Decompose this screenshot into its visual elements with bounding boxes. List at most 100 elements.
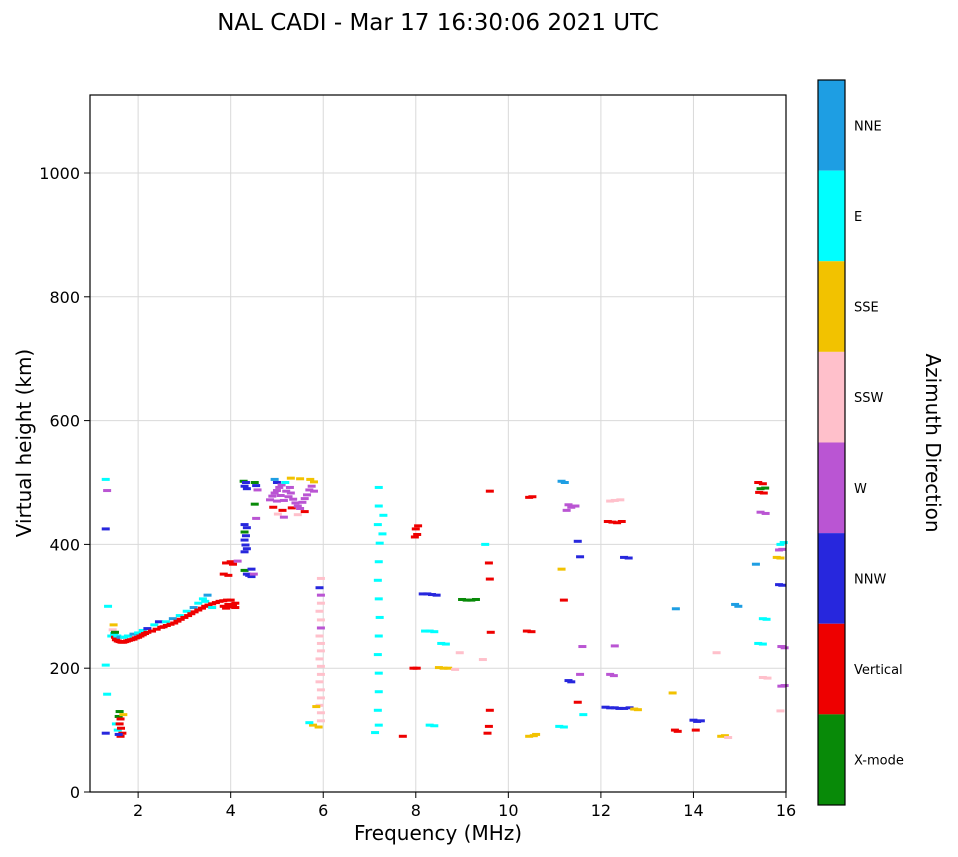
data-point xyxy=(228,603,237,607)
data-point xyxy=(484,724,493,728)
data-point xyxy=(293,513,302,517)
data-point xyxy=(240,530,249,534)
data-point xyxy=(226,598,235,602)
data-point xyxy=(276,493,285,497)
data-point xyxy=(269,505,278,509)
colorbar-tick-label: SSW xyxy=(854,391,884,406)
data-point xyxy=(138,628,147,632)
data-point xyxy=(484,561,493,565)
data-point xyxy=(309,480,318,484)
data-point xyxy=(252,516,261,520)
data-point xyxy=(481,542,490,546)
data-point xyxy=(423,592,432,596)
x-axis-label: Frequency (MHz) xyxy=(353,821,523,845)
data-point xyxy=(430,724,439,728)
data-point xyxy=(776,709,785,713)
data-point xyxy=(300,497,309,501)
data-point xyxy=(751,562,760,566)
data-point xyxy=(374,597,383,601)
data-point xyxy=(432,593,441,597)
data-point xyxy=(231,601,240,605)
data-point xyxy=(250,480,259,484)
data-point xyxy=(668,691,677,695)
data-point xyxy=(573,700,582,704)
data-point xyxy=(286,491,295,495)
data-point xyxy=(374,690,383,694)
data-point xyxy=(467,598,476,602)
data-point xyxy=(434,666,443,670)
data-point xyxy=(564,503,573,507)
data-point xyxy=(374,485,383,489)
data-point xyxy=(306,477,315,481)
data-point xyxy=(378,532,387,536)
data-point xyxy=(455,651,464,655)
data-point xyxy=(315,657,324,661)
data-point xyxy=(309,489,318,493)
data-point xyxy=(462,598,471,602)
data-point xyxy=(241,543,250,547)
data-point xyxy=(755,490,764,494)
data-point xyxy=(316,696,325,700)
data-point xyxy=(289,497,298,501)
data-point xyxy=(114,714,123,718)
data-point xyxy=(759,491,768,495)
data-point xyxy=(731,602,740,606)
data-point xyxy=(522,629,531,633)
data-point xyxy=(779,541,788,545)
data-point xyxy=(413,532,422,536)
data-point xyxy=(284,495,293,499)
y-tick-label: 0 xyxy=(70,783,80,802)
colorbar-tick-label: NNE xyxy=(854,119,882,134)
data-point xyxy=(410,535,419,539)
data-point xyxy=(471,597,480,601)
data-point xyxy=(576,672,585,676)
data-point xyxy=(242,547,251,551)
data-point xyxy=(296,506,305,510)
data-point xyxy=(315,680,324,684)
data-point xyxy=(559,725,568,729)
x-tick-label: 2 xyxy=(133,801,143,820)
data-point xyxy=(478,658,487,662)
data-point xyxy=(578,645,587,649)
data-point xyxy=(776,542,785,546)
data-point xyxy=(425,629,434,633)
plot-frame xyxy=(89,94,787,793)
data-point xyxy=(316,719,325,723)
data-point xyxy=(119,713,128,717)
data-point xyxy=(104,604,113,608)
data-point xyxy=(316,593,325,597)
data-point xyxy=(270,491,279,495)
data-point xyxy=(316,641,325,645)
data-point xyxy=(375,541,384,545)
colorbar-segment-w xyxy=(818,442,845,534)
data-point xyxy=(606,499,615,503)
colorbar-tick-label: NNW xyxy=(854,572,886,587)
data-point xyxy=(778,547,787,551)
data-point xyxy=(616,498,625,502)
data-point xyxy=(170,621,179,625)
data-point xyxy=(173,619,182,623)
data-point xyxy=(758,675,767,679)
data-point xyxy=(123,634,132,638)
data-point xyxy=(712,651,721,655)
data-point xyxy=(242,526,251,530)
data-point xyxy=(270,477,279,481)
data-point xyxy=(272,480,281,484)
data-point xyxy=(219,604,228,608)
data-point xyxy=(316,672,325,676)
data-point xyxy=(624,556,633,560)
data-point xyxy=(763,676,772,680)
data-point xyxy=(617,519,626,523)
colorbar-segment-vertical xyxy=(818,623,845,715)
data-point xyxy=(305,488,314,492)
data-point xyxy=(373,523,382,527)
data-point xyxy=(222,561,231,565)
data-point xyxy=(608,520,617,524)
data-point xyxy=(281,480,290,484)
data-point xyxy=(411,527,420,531)
data-point xyxy=(279,515,288,519)
data-point xyxy=(115,710,124,714)
data-point xyxy=(240,568,249,572)
data-point xyxy=(247,575,256,579)
data-point xyxy=(189,606,198,610)
